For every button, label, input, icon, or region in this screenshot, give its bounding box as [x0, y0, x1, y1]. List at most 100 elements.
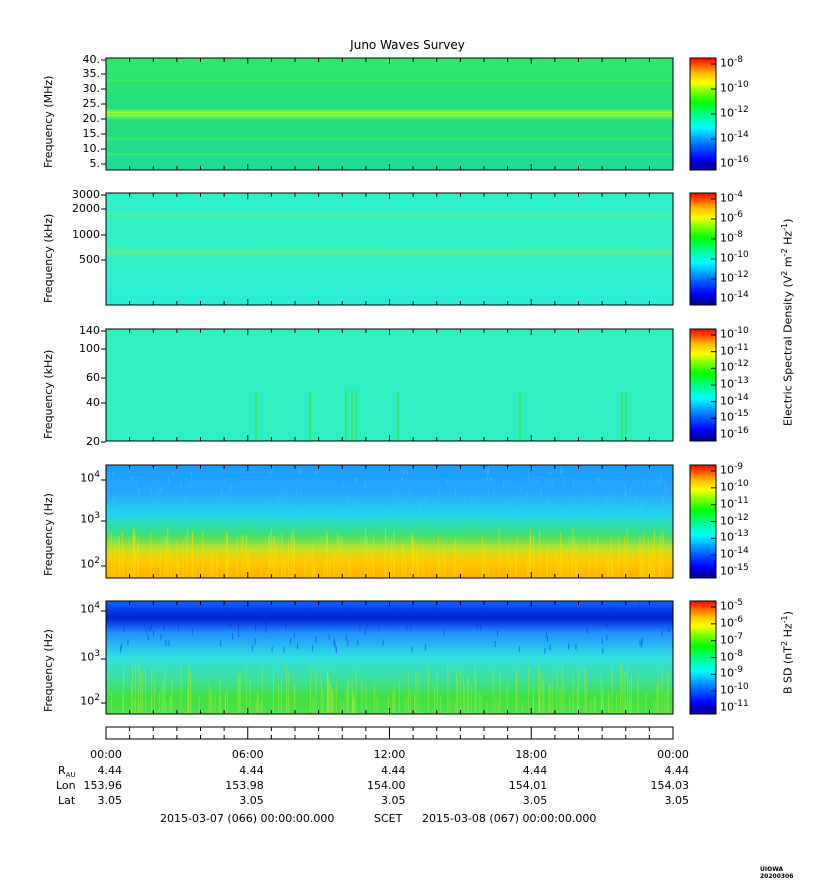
version-stamp: UIOWA 20200306: [760, 866, 794, 880]
cb-tick-2-0: 10-4: [720, 190, 743, 205]
lat-value-1: 3.05: [239, 794, 264, 807]
cb-tick-5-6: 10-11: [720, 699, 749, 714]
lon-value-0: 153.96: [83, 779, 123, 792]
rau-value-1: 4.44: [239, 764, 264, 777]
ylabel-panel-3: Frequency (kHz): [42, 349, 55, 439]
ytick-3-2: 60: [86, 371, 100, 384]
panel-2: [101, 192, 717, 306]
time-label-2: 12:00: [373, 748, 406, 761]
ylabel-panel-5: Frequency (Hz): [42, 629, 55, 712]
time-axis: [105, 726, 674, 740]
ytick-3-0: 140: [79, 324, 100, 337]
colorbar-label-magnetic: B SD (nT2 Hz-1): [780, 611, 795, 694]
colorbar-label-electric: Electric Spectral Density (V2 m-2 Hz-1): [780, 218, 795, 426]
spectrogram-panels: [101, 57, 717, 715]
scet-label: SCET: [374, 812, 403, 825]
cb-tick-2-3: 10-10: [720, 250, 749, 265]
cb-tick-1-1: 10-10: [720, 80, 749, 95]
lon-value-2: 154.00: [367, 779, 406, 792]
cb-tick-2-2: 10-8: [720, 230, 743, 245]
cb-tick-1-3: 10-14: [720, 130, 749, 145]
ytick-3-4: 20: [86, 435, 100, 448]
time-label-3: 18:00: [515, 748, 548, 761]
ytick-4-1: 103: [80, 511, 100, 526]
ylabel-panel-2: Frequency (kHz): [42, 213, 55, 303]
cb-tick-2-1: 10-6: [720, 210, 743, 225]
lon-value-1: 153.98: [225, 779, 264, 792]
ytick-1-5: 15.: [82, 127, 101, 140]
cb-tick-4-0: 10-9: [720, 462, 743, 477]
time-label-1: 06:00: [231, 748, 264, 761]
rau-value-0: 4.44: [97, 764, 123, 777]
cb-tick-3-2: 10-12: [720, 359, 749, 374]
chart-title: Juno Waves Survey: [350, 38, 465, 52]
panel-5: [101, 600, 717, 715]
cb-tick-4-2: 10-11: [720, 495, 749, 511]
cb-tick-4-4: 10-13: [720, 529, 749, 544]
lat-value-3: 3.05: [522, 794, 548, 807]
panel-4: [101, 464, 717, 579]
cb-tick-5-3: 10-8: [720, 648, 743, 664]
cb-tick-1-4: 10-16: [720, 155, 749, 170]
ytick-5-2: 102: [80, 693, 100, 708]
ytick-4-0: 104: [80, 470, 100, 485]
cb-tick-3-1: 10-11: [720, 342, 749, 358]
ytick-3-1: 100: [79, 342, 100, 355]
lon-value-3: 154.01: [508, 779, 548, 792]
cb-tick-3-4: 10-14: [720, 392, 749, 408]
cb-tick-3-5: 10-15: [720, 409, 749, 424]
cb-tick-3-3: 10-13: [720, 376, 749, 391]
ytick-5-0: 104: [80, 601, 100, 616]
end-time: 2015-03-08 (067) 00:00:00.000: [422, 812, 597, 825]
ytick-2-1: 2000: [72, 202, 100, 215]
colorbar-1: [689, 57, 717, 171]
ytick-2-0: 3000: [72, 188, 100, 201]
cb-tick-5-4: 10-9: [720, 665, 743, 680]
panel-3: [101, 328, 717, 443]
cb-tick-4-3: 10-12: [720, 512, 749, 528]
spectrogram-2: [106, 193, 673, 305]
ylabel-panel-1: Frequency (MHz): [42, 75, 55, 168]
cb-tick-2-4: 10-12: [720, 270, 749, 285]
panel-1: [101, 57, 717, 171]
cb-tick-3-6: 10-16: [720, 426, 749, 441]
ytick-1-3: 25.: [82, 97, 101, 110]
ytick-5-1: 103: [80, 649, 100, 664]
start-time: 2015-03-07 (066) 00:00:00.000: [160, 812, 335, 825]
lon-label: Lon: [56, 779, 76, 792]
ylabel-panel-4: Frequency (Hz): [42, 493, 55, 576]
lat-label: Lat: [58, 794, 76, 807]
colorbar-2: [689, 192, 717, 306]
ytick-4-2: 102: [80, 556, 100, 571]
cb-tick-4-5: 10-14: [720, 546, 749, 561]
lat-value-4: 3.05: [664, 794, 690, 807]
cb-tick-1-0: 10-8: [720, 55, 743, 70]
cb-tick-1-2: 10-12: [720, 105, 749, 120]
ytick-3-3: 40: [86, 396, 100, 409]
ytick-2-3: 500: [79, 253, 100, 266]
ytick-1-2: 30.: [82, 82, 101, 95]
rau-value-3: 4.44: [522, 764, 548, 777]
spectrogram-3: [106, 329, 673, 441]
cb-tick-5-5: 10-10: [720, 682, 749, 697]
lat-value-0: 3.05: [97, 794, 123, 807]
cb-tick-5-2: 10-7: [720, 631, 743, 647]
rau-label: RAU: [58, 764, 76, 780]
cb-tick-2-5: 10-14: [720, 290, 749, 305]
time-label-4: 00:00: [657, 748, 689, 761]
ytick-1-4: 20.: [82, 112, 101, 125]
cb-tick-3-0: 10-10: [720, 326, 749, 341]
ytick-2-2: 1000: [72, 228, 100, 241]
rau-value-4: 4.44: [664, 764, 690, 777]
ytick-1-0: 40.: [82, 53, 101, 66]
ytick-1-7: 5.: [89, 157, 101, 170]
time-label-0: 00:00: [90, 748, 122, 761]
cb-tick-5-0: 10-5: [720, 598, 743, 613]
cb-tick-5-1: 10-6: [720, 614, 743, 630]
ytick-1-6: 10.: [82, 142, 101, 155]
rau-value-2: 4.44: [381, 764, 406, 777]
lat-value-2: 3.05: [381, 794, 406, 807]
cb-tick-4-1: 10-10: [720, 478, 749, 494]
cb-tick-4-6: 10-15: [720, 563, 749, 578]
